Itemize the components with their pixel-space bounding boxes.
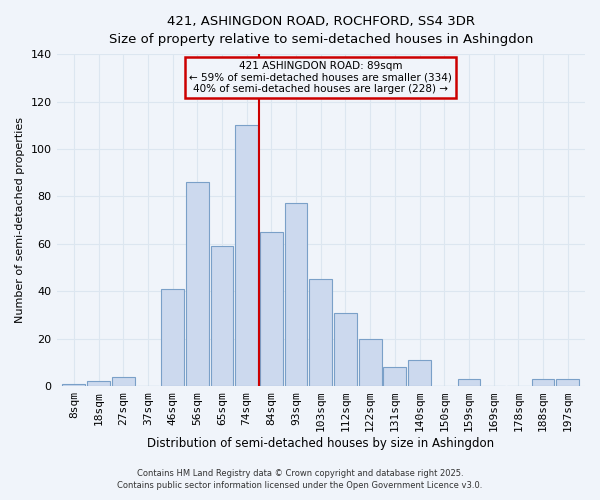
Bar	[532, 379, 554, 386]
X-axis label: Distribution of semi-detached houses by size in Ashingdon: Distribution of semi-detached houses by …	[147, 437, 494, 450]
Bar	[285, 204, 307, 386]
Bar	[359, 338, 382, 386]
Text: 421 ASHINGDON ROAD: 89sqm
← 59% of semi-detached houses are smaller (334)
40% of: 421 ASHINGDON ROAD: 89sqm ← 59% of semi-…	[190, 61, 452, 94]
Y-axis label: Number of semi-detached properties: Number of semi-detached properties	[15, 117, 25, 323]
Bar	[408, 360, 431, 386]
Title: 421, ASHINGDON ROAD, ROCHFORD, SS4 3DR
Size of property relative to semi-detache: 421, ASHINGDON ROAD, ROCHFORD, SS4 3DR S…	[109, 15, 533, 46]
Bar	[383, 367, 406, 386]
Bar	[260, 232, 283, 386]
Bar	[161, 289, 184, 386]
Bar	[310, 280, 332, 386]
Text: Contains HM Land Registry data © Crown copyright and database right 2025.
Contai: Contains HM Land Registry data © Crown c…	[118, 469, 482, 490]
Bar	[112, 376, 134, 386]
Bar	[87, 382, 110, 386]
Bar	[211, 246, 233, 386]
Bar	[62, 384, 85, 386]
Bar	[458, 379, 480, 386]
Bar	[235, 125, 258, 386]
Bar	[334, 312, 357, 386]
Bar	[556, 379, 579, 386]
Bar	[186, 182, 209, 386]
